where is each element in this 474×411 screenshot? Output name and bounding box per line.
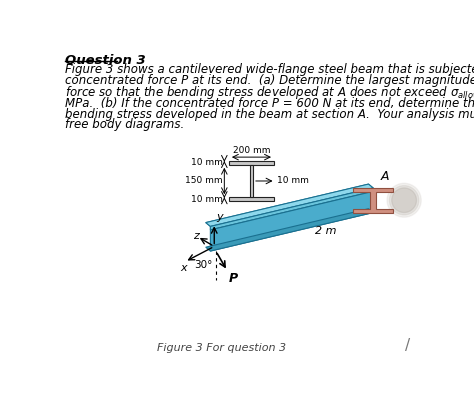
Text: Figure 3 For question 3: Figure 3 For question 3 — [157, 344, 287, 353]
Text: free body diagrams.: free body diagrams. — [64, 118, 184, 131]
Text: bending stress developed in the beam at section A.  Your analysis must include: bending stress developed in the beam at … — [64, 108, 474, 121]
Polygon shape — [210, 209, 373, 251]
Text: 2 m: 2 m — [315, 226, 337, 236]
Polygon shape — [210, 192, 373, 247]
Text: 150 mm: 150 mm — [185, 176, 223, 185]
Circle shape — [387, 183, 421, 217]
Polygon shape — [206, 184, 373, 226]
Text: P: P — [229, 272, 238, 285]
Text: 10 mm: 10 mm — [277, 176, 309, 185]
Polygon shape — [210, 188, 373, 230]
Text: 30°: 30° — [194, 260, 213, 270]
Polygon shape — [206, 209, 373, 251]
Text: Question 3: Question 3 — [64, 53, 146, 66]
Text: A: A — [381, 170, 389, 183]
Polygon shape — [250, 165, 253, 197]
Text: 10 mm: 10 mm — [191, 158, 223, 167]
Circle shape — [392, 188, 417, 212]
Polygon shape — [353, 188, 393, 212]
Text: y: y — [216, 212, 222, 222]
Polygon shape — [229, 197, 274, 201]
Polygon shape — [229, 161, 274, 165]
Polygon shape — [210, 188, 373, 230]
Text: concentrated force P at its end.  (a) Determine the largest magnitude of this: concentrated force P at its end. (a) Det… — [64, 74, 474, 87]
Text: Figure 3 shows a cantilevered wide-flange steel beam that is subjected to the: Figure 3 shows a cantilevered wide-flang… — [64, 63, 474, 76]
Text: 10 mm: 10 mm — [191, 194, 223, 203]
Text: z: z — [192, 231, 199, 241]
Text: x: x — [180, 263, 187, 273]
Polygon shape — [206, 184, 373, 226]
Text: MPa.  (b) If the concentrated force P = 600 N at its end, determine the maximum: MPa. (b) If the concentrated force P = 6… — [64, 97, 474, 111]
Text: 200 mm: 200 mm — [233, 146, 270, 155]
Text: force so that the bending stress developed at A does not exceed $\sigma_{allow}$: force so that the bending stress develop… — [64, 84, 474, 101]
Text: /: / — [405, 339, 410, 353]
Circle shape — [390, 186, 419, 215]
